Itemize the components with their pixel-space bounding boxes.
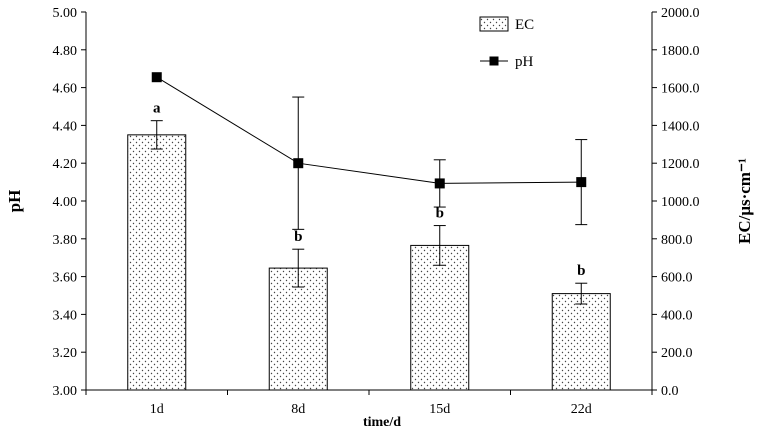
y-axis-title-left: pH	[5, 190, 24, 213]
ph-series-line	[156, 76, 582, 184]
legend: EC pH	[479, 16, 534, 70]
ec-bar	[551, 293, 611, 391]
x-axis-title: time/d	[363, 415, 401, 430]
x-tick-label: 22d	[571, 402, 592, 417]
x-tick-label: 8d	[291, 402, 305, 417]
x-axis: 1d 8d 15d 22d	[85, 389, 653, 417]
ec-bars: a b b b	[127, 101, 611, 391]
significance-label: b	[577, 263, 585, 279]
ec-bar	[410, 244, 470, 391]
right-tick-label: 600.0	[661, 271, 693, 286]
left-tick-label: 5.00	[53, 6, 78, 21]
right-tick-label: 0.0	[661, 384, 679, 399]
ec-bar	[268, 267, 328, 391]
left-tick-label: 4.20	[53, 157, 78, 172]
significance-label: b	[294, 229, 302, 245]
significance-label: b	[436, 206, 444, 222]
ph-point	[151, 72, 162, 83]
ph-point	[293, 158, 304, 169]
ph-line	[151, 72, 588, 230]
left-tick-label: 3.40	[53, 308, 78, 323]
legend-ec-label: EC	[515, 17, 534, 33]
y-axis-title-right: EC/μs·cm⁻¹	[735, 158, 754, 244]
left-tick-label: 3.60	[53, 271, 78, 286]
left-tick-label: 4.00	[53, 195, 78, 210]
right-tick-label: 1800.0	[661, 44, 700, 59]
right-tick-label: 800.0	[661, 233, 693, 248]
legend-ec-swatch	[479, 16, 509, 32]
ph-point	[576, 177, 587, 188]
ph-point	[434, 178, 445, 189]
left-tick-label: 3.20	[53, 346, 78, 361]
x-tick-label: 1d	[150, 402, 164, 417]
right-tick-label: 1600.0	[661, 82, 700, 97]
right-tick-label: 1400.0	[661, 119, 700, 134]
significance-label: a	[153, 101, 161, 117]
x-tick-label: 15d	[429, 402, 450, 417]
left-axis: 3.00 3.20 3.40 3.60 3.80 4.00 4.20 4.40 4.60 4.80…	[53, 6, 87, 399]
left-tick-label: 4.80	[53, 44, 78, 59]
ec-bar	[127, 134, 187, 391]
left-tick-label: 4.40	[53, 119, 78, 134]
legend-ph-marker	[489, 56, 499, 66]
right-tick-label: 1200.0	[661, 157, 700, 172]
right-tick-label: 1000.0	[661, 195, 700, 210]
legend-ph-label: pH	[515, 54, 534, 70]
left-tick-label: 3.00	[53, 384, 78, 399]
left-tick-label: 4.60	[53, 82, 78, 97]
right-tick-label: 2000.0	[661, 6, 700, 21]
right-tick-label: 400.0	[661, 308, 693, 323]
left-tick-label: 3.80	[53, 233, 78, 248]
right-axis: 0.0 200.0 400.0 600.0 800.0 1000.0 1200.0 1400.…	[651, 6, 700, 399]
right-tick-label: 200.0	[661, 346, 693, 361]
